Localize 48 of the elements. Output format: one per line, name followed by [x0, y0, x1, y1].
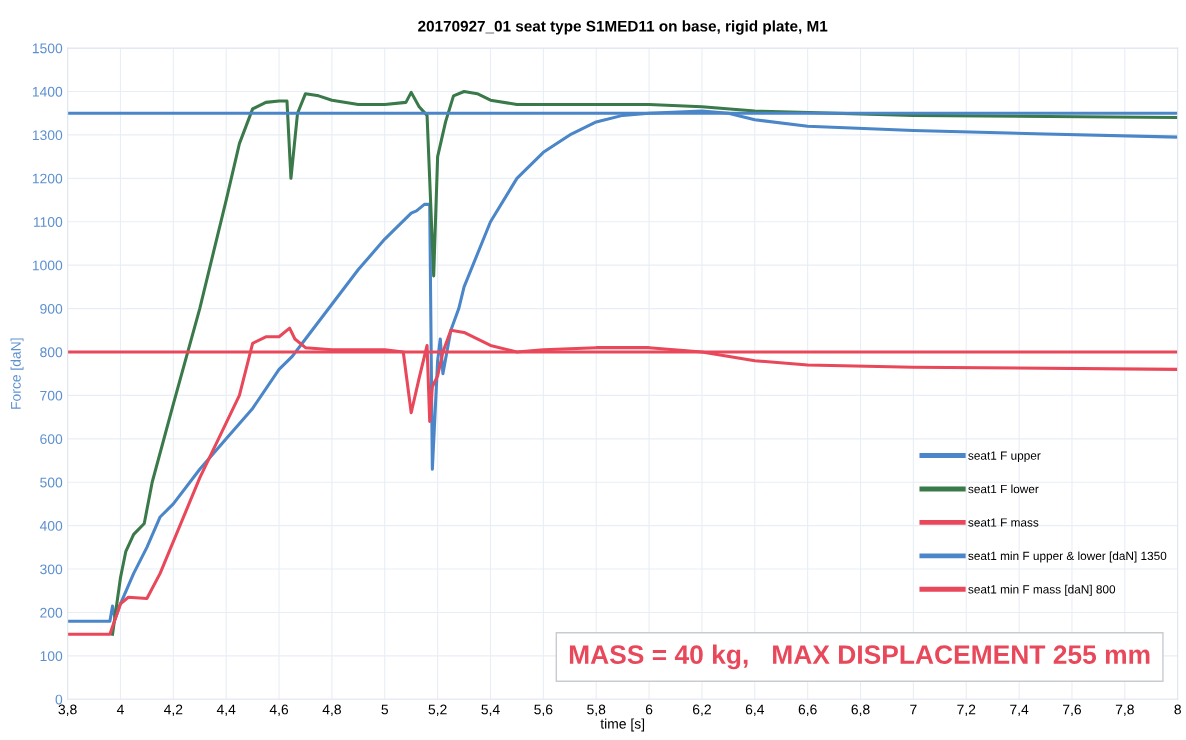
x-tick-label: 3,8	[58, 704, 77, 716]
y-tick-label: 500	[40, 477, 63, 488]
x-tick-label: 4,6	[269, 704, 289, 716]
y-tick-label: 800	[40, 347, 63, 358]
line-series	[67, 326, 1178, 636]
x-tick-label: 5,6	[534, 704, 553, 716]
x-tick-label: 7,4	[1010, 704, 1029, 716]
x-tick-label: 8	[1174, 704, 1181, 715]
y-axis-title: Force [daN]	[10, 338, 24, 409]
annotation: MASS = 40 kg, MAX DISPLACEMENT 255 mm	[569, 644, 1150, 670]
y-tick-label: 1500	[32, 43, 63, 54]
x-tick-label: 4	[116, 704, 124, 715]
legend-label: seat1 F upper	[968, 451, 1041, 463]
x-tick-label: 7	[910, 704, 917, 715]
legend-label: seat1 F lower	[968, 484, 1039, 494]
x-tick-label: 4,4	[216, 704, 236, 716]
x-tick-label: 5,8	[587, 704, 606, 716]
x-axis-title: time [s]	[600, 718, 645, 732]
legend-label: seat1 min F mass [daN] 800	[968, 584, 1116, 596]
x-tick-label: 6,2	[693, 704, 711, 716]
legend-label: seat1 min F upper & lower [daN] 1350	[968, 551, 1167, 563]
x-tick-label: 4,2	[163, 704, 183, 716]
x-tick-label: 5,4	[481, 704, 500, 716]
y-tick-label: 100	[40, 651, 63, 662]
y-tick-label: 700	[40, 390, 63, 401]
x-tick-label: 6,6	[798, 704, 817, 716]
y-tick-label: 0	[55, 694, 63, 705]
y-tick-label: 600	[40, 434, 63, 444]
y-tick-label: 400	[39, 520, 63, 531]
x-tick-label: 7,2	[957, 704, 976, 716]
y-tick-label: 900	[40, 303, 63, 314]
x-tick-label: 6,4	[745, 704, 765, 716]
y-tick-label: 200	[40, 607, 63, 618]
x-tick-label: 5	[381, 704, 389, 715]
y-tick-label: 1400	[32, 86, 63, 97]
chart-title: 20170927_01 seat type S1MED11 on base, rigid plate, M1	[418, 20, 828, 35]
legend-label: seat1 F mass	[968, 518, 1039, 527]
x-tick-label: 4,8	[322, 704, 341, 716]
x-tick-label: 7,6	[1063, 704, 1082, 716]
y-tick-label: 1300	[32, 130, 63, 141]
x-tick-label: 5,2	[428, 704, 447, 716]
y-tick-label: 300	[40, 564, 63, 575]
x-tick-label: 6	[645, 704, 653, 715]
x-tick-label: 7,8	[1115, 704, 1134, 716]
x-tick-label: 6,8	[851, 704, 870, 716]
y-tick-label: 1100	[33, 217, 63, 227]
y-tick-label: 1000	[32, 260, 63, 271]
y-tick-label: 1200	[32, 173, 63, 184]
